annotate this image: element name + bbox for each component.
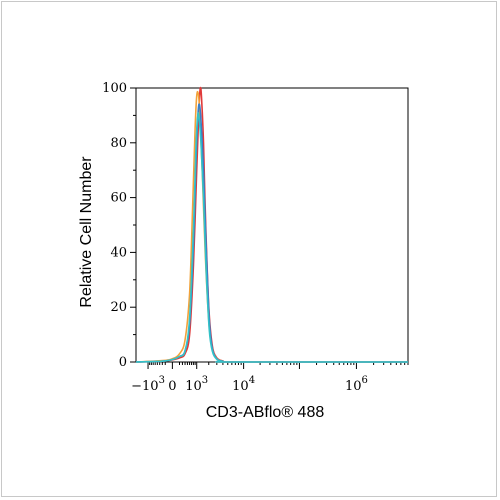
y-axis: 0 20 40 60 80 100 — [102, 81, 136, 370]
plot-border — [135, 87, 409, 363]
y-tick-label: 40 — [110, 245, 127, 260]
y-tick-label: 0 — [119, 355, 127, 370]
plot-area — [135, 87, 409, 363]
y-tick-label: 60 — [110, 191, 127, 206]
y-tick-label: 100 — [102, 81, 127, 96]
x-tick-label: −103 — [131, 375, 165, 394]
series-line-2 — [135, 90, 408, 363]
series-line-3 — [135, 103, 408, 363]
y-tick-label: 20 — [110, 300, 127, 315]
x-tick-label: 104 — [232, 375, 255, 394]
series-line-4 — [135, 112, 408, 363]
series-line-1 — [135, 86, 408, 363]
y-tick-label: 80 — [110, 136, 127, 151]
x-axis-title: CD3-ABflo® 488 — [206, 404, 325, 421]
x-tick-label: 103 — [185, 375, 208, 394]
x-axis: −103 0 103 104 106 — [131, 362, 409, 394]
x-tick-label: 0 — [168, 379, 176, 394]
series-group — [135, 86, 408, 363]
y-axis-title: Relative Cell Number — [78, 156, 95, 308]
x-tick-label: 106 — [345, 375, 368, 394]
